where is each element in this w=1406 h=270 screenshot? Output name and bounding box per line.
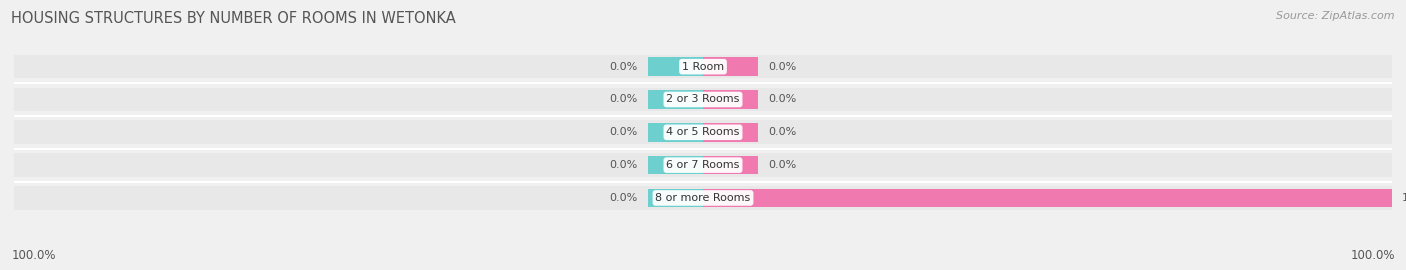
Text: 0.0%: 0.0% [769,127,797,137]
Bar [648,123,703,141]
Text: 0.0%: 0.0% [769,62,797,72]
Text: 6 or 7 Rooms: 6 or 7 Rooms [666,160,740,170]
Bar [703,189,1392,207]
Text: 0.0%: 0.0% [609,160,637,170]
Bar [14,153,1392,177]
Bar [703,156,758,174]
Bar [14,88,1392,111]
Bar [648,58,703,76]
Text: 0.0%: 0.0% [769,160,797,170]
Text: 0.0%: 0.0% [609,127,637,137]
Text: 100.0%: 100.0% [1350,249,1395,262]
Text: 0.0%: 0.0% [609,94,637,104]
Text: 0.0%: 0.0% [769,94,797,104]
Bar [14,55,1392,79]
Bar [14,186,1392,210]
Text: 2 or 3 Rooms: 2 or 3 Rooms [666,94,740,104]
Text: HOUSING STRUCTURES BY NUMBER OF ROOMS IN WETONKA: HOUSING STRUCTURES BY NUMBER OF ROOMS IN… [11,11,456,26]
Text: 4 or 5 Rooms: 4 or 5 Rooms [666,127,740,137]
Bar [648,189,703,207]
Bar [648,156,703,174]
Bar [703,90,758,109]
Text: 1 Room: 1 Room [682,62,724,72]
Text: 100.0%: 100.0% [11,249,56,262]
Bar [703,58,758,76]
Text: 0.0%: 0.0% [609,193,637,203]
Text: 100.0%: 100.0% [1402,193,1406,203]
Bar [648,90,703,109]
Bar [14,120,1392,144]
Text: 8 or more Rooms: 8 or more Rooms [655,193,751,203]
Text: 0.0%: 0.0% [609,62,637,72]
Text: Source: ZipAtlas.com: Source: ZipAtlas.com [1277,11,1395,21]
Bar [703,123,758,141]
